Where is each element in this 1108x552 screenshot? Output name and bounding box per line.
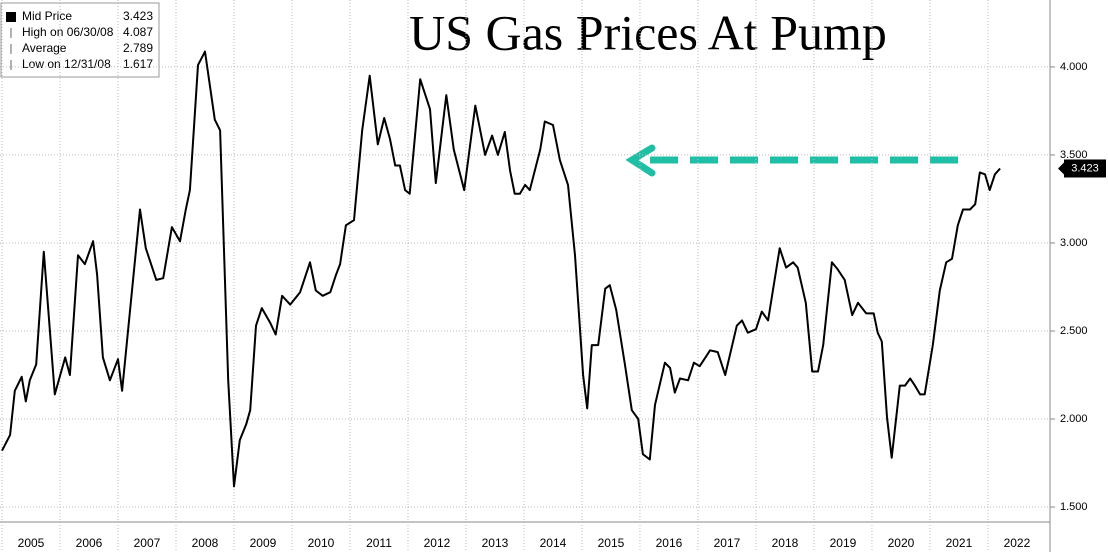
last-value-label: 3.423 [1071, 162, 1099, 174]
x-tick-label: 2016 [656, 536, 683, 550]
legend: Mid Price 3.423 High on 06/30/08 4.087 Avera… [0, 2, 160, 78]
legend-value: 3.423 [123, 9, 153, 23]
legend-label: Average [22, 41, 67, 55]
x-tick-label: 2019 [830, 536, 857, 550]
x-tick-label: 2021 [946, 536, 973, 550]
y-tick-label: 3.000 [1060, 237, 1088, 249]
x-tick-label: 2010 [308, 536, 335, 550]
x-tick-label: 2009 [250, 536, 277, 550]
legend-value: 4.087 [123, 25, 153, 39]
legend-swatch [6, 12, 16, 22]
x-tick-label: 2012 [424, 536, 451, 550]
x-tick-label: 2005 [18, 536, 45, 550]
last-value-tag [1064, 159, 1106, 178]
x-tick-label: 2011 [366, 536, 392, 550]
legend-label: High on 06/30/08 [22, 25, 114, 39]
y-tick-label: 2.000 [1060, 413, 1088, 425]
x-tick-label: 2020 [888, 536, 915, 550]
line [1, 50, 1001, 488]
x-tick-label: 2018 [772, 536, 799, 550]
last-value-tag-pointer [1058, 162, 1064, 175]
arrow-head [625, 144, 656, 177]
chart-title: US Gas Prices At Pump [409, 4, 887, 60]
x-tick-label: 2017 [714, 536, 741, 550]
legend-value: 1.617 [123, 57, 153, 71]
x-tick-label: 2022 [1004, 536, 1031, 550]
x-tick-label: 2008 [192, 536, 219, 550]
legend-box [0, 2, 160, 78]
x-tick-label: 2007 [134, 536, 161, 550]
y-tick-label: 3.500 [1060, 149, 1088, 161]
legend-value: 2.789 [123, 41, 153, 55]
legend-label: Mid Price [22, 9, 72, 23]
x-tick-label: 2006 [76, 536, 103, 550]
x-tick-label: 2015 [598, 536, 625, 550]
annotation-arrow [625, 144, 958, 177]
x-tick-label: 2013 [482, 536, 509, 550]
legend-label: Low on 12/31/08 [22, 57, 111, 71]
y-tick-label: 4.000 [1060, 61, 1088, 73]
y-tick-label: 1.500 [1060, 501, 1088, 513]
x-tick-label: 2014 [540, 536, 567, 550]
y-tick-label: 2.500 [1060, 325, 1088, 337]
